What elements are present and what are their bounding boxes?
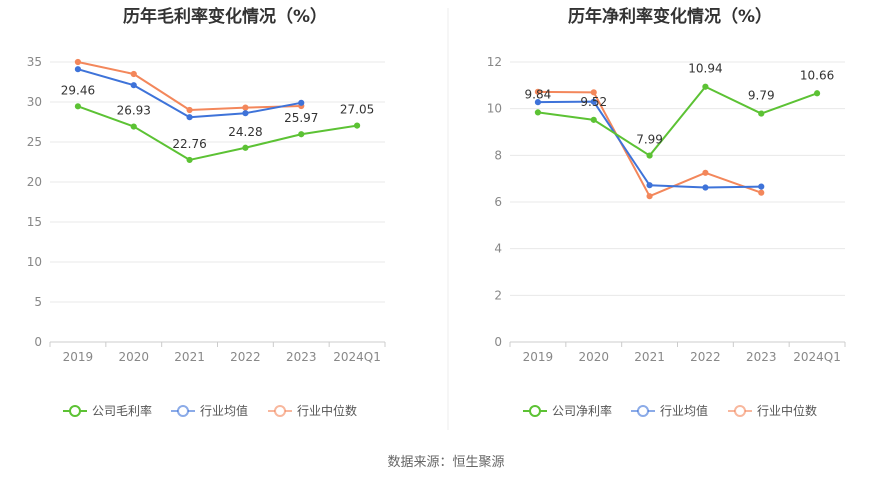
y-tick-label: 8: [494, 148, 502, 162]
series-line: [77, 105, 358, 161]
y-tick-label: 15: [27, 215, 42, 229]
data-label: 24.28: [228, 125, 262, 139]
x-tick-label: 2024Q1: [333, 350, 381, 364]
y-tick-label: 0: [34, 335, 42, 349]
legend-item: 行业均值: [171, 403, 248, 418]
data-point: [130, 123, 137, 130]
data-point: [74, 66, 82, 73]
series-line: [77, 61, 302, 111]
legend-item: 公司毛利率: [63, 403, 152, 418]
legend-marker: [529, 405, 541, 417]
data-point: [74, 58, 82, 66]
x-tick-label: 2019: [523, 350, 554, 364]
data-point: [242, 104, 249, 111]
data-point: [534, 88, 542, 95]
data-point: [130, 70, 137, 78]
y-tick-label: 5: [34, 295, 42, 309]
y-tick-label: 30: [27, 95, 42, 109]
data-point: [353, 122, 361, 129]
legend-item: 行业中位数: [728, 403, 817, 418]
data-point: [298, 131, 305, 138]
x-tick-label: 2020: [118, 350, 149, 364]
data-point: [130, 82, 137, 89]
data-label: 9.79: [748, 89, 775, 103]
legend-marker: [69, 405, 81, 417]
data-label: 27.05: [340, 103, 374, 117]
data-point: [646, 182, 653, 189]
legend-label: 行业均值: [660, 403, 708, 418]
data-label: 29.46: [61, 83, 95, 97]
x-tick-label: 2020: [578, 350, 609, 364]
data-point: [646, 193, 653, 200]
y-tick-label: 10: [27, 255, 42, 269]
data-label: 22.76: [172, 137, 206, 151]
x-tick-label: 2022: [230, 350, 261, 364]
legend-label: 行业中位数: [297, 403, 357, 418]
legend-marker: [177, 405, 189, 417]
y-tick-label: 2: [494, 288, 502, 302]
data-point: [186, 106, 193, 114]
data-point: [590, 98, 597, 105]
chart-title: 历年净利率变化情况（%）: [568, 6, 772, 27]
data-point: [590, 89, 597, 96]
net-margin-chart: 历年净利率变化情况（%） 0 2 4 6 8 10 12 2019 2020 2021 2022 20…: [487, 6, 846, 418]
series-line: [537, 85, 818, 157]
data-point: [74, 103, 82, 110]
y-tick-label: 4: [494, 242, 502, 256]
x-tick-label: 2023: [286, 350, 317, 364]
data-point: [534, 109, 542, 116]
data-label: 10.66: [800, 68, 834, 82]
data-point: [758, 189, 765, 196]
x-tick-label: 2021: [634, 350, 665, 364]
data-point: [702, 83, 709, 90]
data-point: [702, 169, 709, 176]
data-label: 25.97: [284, 111, 318, 125]
data-point: [534, 99, 542, 106]
source-note: 数据来源：恒生聚源: [387, 455, 504, 470]
data-point: [298, 99, 305, 106]
y-tick-label: 35: [27, 55, 42, 69]
data-point: [702, 184, 709, 191]
legend-item: 行业均值: [631, 403, 708, 418]
y-tick-label: 20: [27, 175, 42, 189]
data-point: [758, 110, 765, 117]
legend-label: 公司净利率: [552, 403, 612, 418]
x-tick-label: 2024Q1: [793, 350, 841, 364]
legend-item: 行业中位数: [268, 403, 357, 418]
data-point: [758, 183, 765, 190]
x-tick-label: 2021: [174, 350, 205, 364]
legend-marker: [274, 405, 286, 417]
legend-item: 公司净利率: [523, 403, 612, 418]
data-point: [813, 90, 821, 97]
x-tick-label: 2022: [690, 350, 721, 364]
legend-label: 行业均值: [200, 403, 248, 418]
x-tick-label: 2019: [63, 350, 94, 364]
legend-label: 公司毛利率: [92, 403, 152, 418]
y-tick-label: 10: [487, 102, 502, 116]
y-tick-label: 6: [494, 195, 502, 209]
data-point: [186, 156, 193, 164]
legend-label: 行业中位数: [757, 403, 817, 418]
y-tick-label: 12: [487, 55, 502, 69]
data-label: 9.84: [525, 87, 552, 101]
data-point: [590, 116, 597, 123]
legend-marker: [734, 405, 746, 417]
data-point: [242, 110, 249, 117]
data-point: [646, 152, 653, 159]
data-label: 10.94: [688, 62, 722, 76]
data-label: 9.52: [580, 95, 607, 109]
chart-title: 历年毛利率变化情况（%）: [123, 6, 327, 27]
gross-margin-chart: 历年毛利率变化情况（%） 0 5 10 15 20 25 30 35 2019 2020 2021 2…: [27, 6, 386, 418]
legend-marker: [637, 405, 649, 417]
y-tick-label: 25: [27, 135, 42, 149]
data-label: 26.93: [117, 104, 151, 118]
data-point: [242, 144, 249, 151]
data-point: [186, 114, 193, 121]
data-label: 7.99: [636, 133, 663, 147]
y-tick-label: 0: [494, 335, 502, 349]
x-tick-label: 2023: [746, 350, 777, 364]
